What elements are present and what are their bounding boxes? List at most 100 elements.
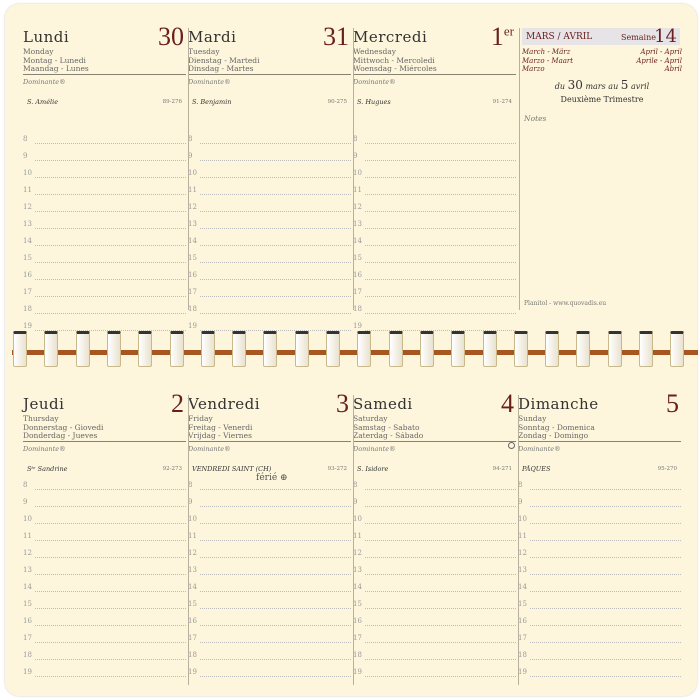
hour-slot[interactable]: 14 (353, 237, 516, 247)
hour-label: 9 (353, 152, 358, 160)
hour-slot[interactable]: 17 (518, 634, 681, 644)
hour-slot[interactable]: 16 (518, 617, 681, 627)
hour-slot[interactable]: 18 (23, 305, 186, 315)
hour-slot[interactable]: 19 (518, 668, 681, 678)
hour-slot[interactable]: 11 (353, 532, 516, 542)
hour-slot[interactable]: 11 (353, 186, 516, 196)
hour-slot[interactable]: 11 (518, 532, 681, 542)
hour-slot[interactable]: 16 (188, 271, 351, 281)
hour-slot[interactable]: 12 (23, 203, 186, 213)
writing-line (365, 262, 516, 263)
hour-slot[interactable]: 14 (23, 583, 186, 593)
text: Sonntag - Domenica (518, 422, 595, 432)
hour-slot[interactable]: 14 (188, 583, 351, 593)
hour-slot[interactable]: 14 (188, 237, 351, 247)
hour-slot[interactable]: 17 (23, 288, 186, 298)
hour-slot[interactable]: 16 (23, 617, 186, 627)
hour-slot[interactable]: 16 (23, 271, 186, 281)
hour-slot[interactable]: 18 (188, 651, 351, 661)
hour-slot[interactable]: 13 (23, 220, 186, 230)
hour-slot[interactable]: 14 (23, 237, 186, 247)
hour-slot[interactable]: 12 (518, 549, 681, 559)
hour-slot[interactable]: 9 (188, 152, 351, 162)
day-column-mardi: Mardi 31 Tuesday Dienstag - Martedi Dinsda… (188, 22, 351, 331)
hour-slot[interactable]: 19 (353, 668, 516, 678)
hour-slot[interactable]: 17 (353, 634, 516, 644)
hour-slot[interactable]: 15 (188, 254, 351, 264)
week-number: 14 (654, 26, 677, 47)
hour-slot[interactable]: 17 (23, 634, 186, 644)
hour-slot[interactable]: 13 (188, 220, 351, 230)
hour-slot[interactable]: 10 (518, 515, 681, 525)
hour-slot[interactable]: 9 (518, 498, 681, 508)
hour-slot[interactable]: 8 (353, 481, 516, 491)
hour-slot[interactable]: 18 (353, 305, 516, 315)
hour-slot[interactable]: 17 (353, 288, 516, 298)
hour-slot[interactable]: 10 (353, 515, 516, 525)
hour-slot[interactable]: 12 (353, 549, 516, 559)
hour-slot[interactable]: 16 (353, 271, 516, 281)
writing-line (200, 489, 351, 490)
hour-slot[interactable]: 16 (353, 617, 516, 627)
hour-slot[interactable]: 9 (23, 498, 186, 508)
dominante-label: Dominante® (23, 78, 66, 86)
hour-slot[interactable]: 8 (23, 481, 186, 491)
hour-slot[interactable]: 13 (353, 220, 516, 230)
hour-label: 10 (23, 169, 32, 177)
hour-slot[interactable]: 8 (353, 135, 516, 145)
hour-slot[interactable]: 8 (188, 481, 351, 491)
hour-slot[interactable]: 16 (188, 617, 351, 627)
hour-slot[interactable]: 14 (518, 583, 681, 593)
hour-slot[interactable]: 10 (23, 515, 186, 525)
hour-slot[interactable]: 15 (353, 600, 516, 610)
hour-label: 8 (518, 481, 523, 489)
writing-line (365, 489, 516, 490)
hour-slot[interactable]: 10 (188, 515, 351, 525)
hour-slot[interactable]: 11 (188, 532, 351, 542)
hour-slot[interactable]: 15 (188, 600, 351, 610)
hour-slot[interactable]: 9 (353, 152, 516, 162)
hour-slot[interactable]: 12 (188, 549, 351, 559)
hour-slot[interactable]: 15 (23, 600, 186, 610)
hour-slot[interactable]: 13 (518, 566, 681, 576)
hour-label: 18 (353, 305, 362, 313)
hour-slot[interactable]: 14 (353, 583, 516, 593)
hour-slot[interactable]: 19 (188, 322, 351, 332)
hour-slot[interactable]: 9 (353, 498, 516, 508)
writing-line (35, 506, 186, 507)
hour-slot[interactable]: 9 (188, 498, 351, 508)
hour-slot[interactable]: 12 (353, 203, 516, 213)
hour-slot[interactable]: 15 (353, 254, 516, 264)
hour-slot[interactable]: 12 (188, 203, 351, 213)
hour-slot[interactable]: 17 (188, 288, 351, 298)
hour-label: 8 (353, 135, 358, 143)
hour-slot[interactable]: 8 (518, 481, 681, 491)
hour-slot[interactable]: 10 (353, 169, 516, 179)
hour-slot[interactable]: 11 (23, 186, 186, 196)
hour-slot[interactable]: 9 (23, 152, 186, 162)
hour-slot[interactable]: 11 (23, 532, 186, 542)
hour-slot[interactable]: 10 (188, 169, 351, 179)
hour-slot[interactable]: 18 (518, 651, 681, 661)
hour-slot[interactable]: 10 (23, 169, 186, 179)
hour-slot[interactable]: 19 (23, 322, 186, 332)
hour-slot[interactable]: 8 (188, 135, 351, 145)
hour-slot[interactable]: 19 (188, 668, 351, 678)
hour-slot[interactable]: 15 (518, 600, 681, 610)
hour-slot[interactable]: 19 (353, 322, 516, 332)
hour-slot[interactable]: 18 (353, 651, 516, 661)
hour-slot[interactable]: 18 (23, 651, 186, 661)
hour-slot[interactable]: 18 (188, 305, 351, 315)
hour-slot[interactable]: 15 (23, 254, 186, 264)
hour-slot[interactable]: 17 (188, 634, 351, 644)
hour-slot[interactable]: 13 (188, 566, 351, 576)
hour-slot[interactable]: 11 (188, 186, 351, 196)
hour-slot[interactable]: 12 (23, 549, 186, 559)
hour-slot[interactable]: 13 (353, 566, 516, 576)
day-count: 91-274 (492, 99, 512, 105)
hour-slot[interactable]: 13 (23, 566, 186, 576)
hour-slot[interactable]: 19 (23, 668, 186, 678)
hour-slot[interactable]: 8 (23, 135, 186, 145)
writing-line (365, 625, 516, 626)
day-number: 1er (491, 22, 514, 52)
